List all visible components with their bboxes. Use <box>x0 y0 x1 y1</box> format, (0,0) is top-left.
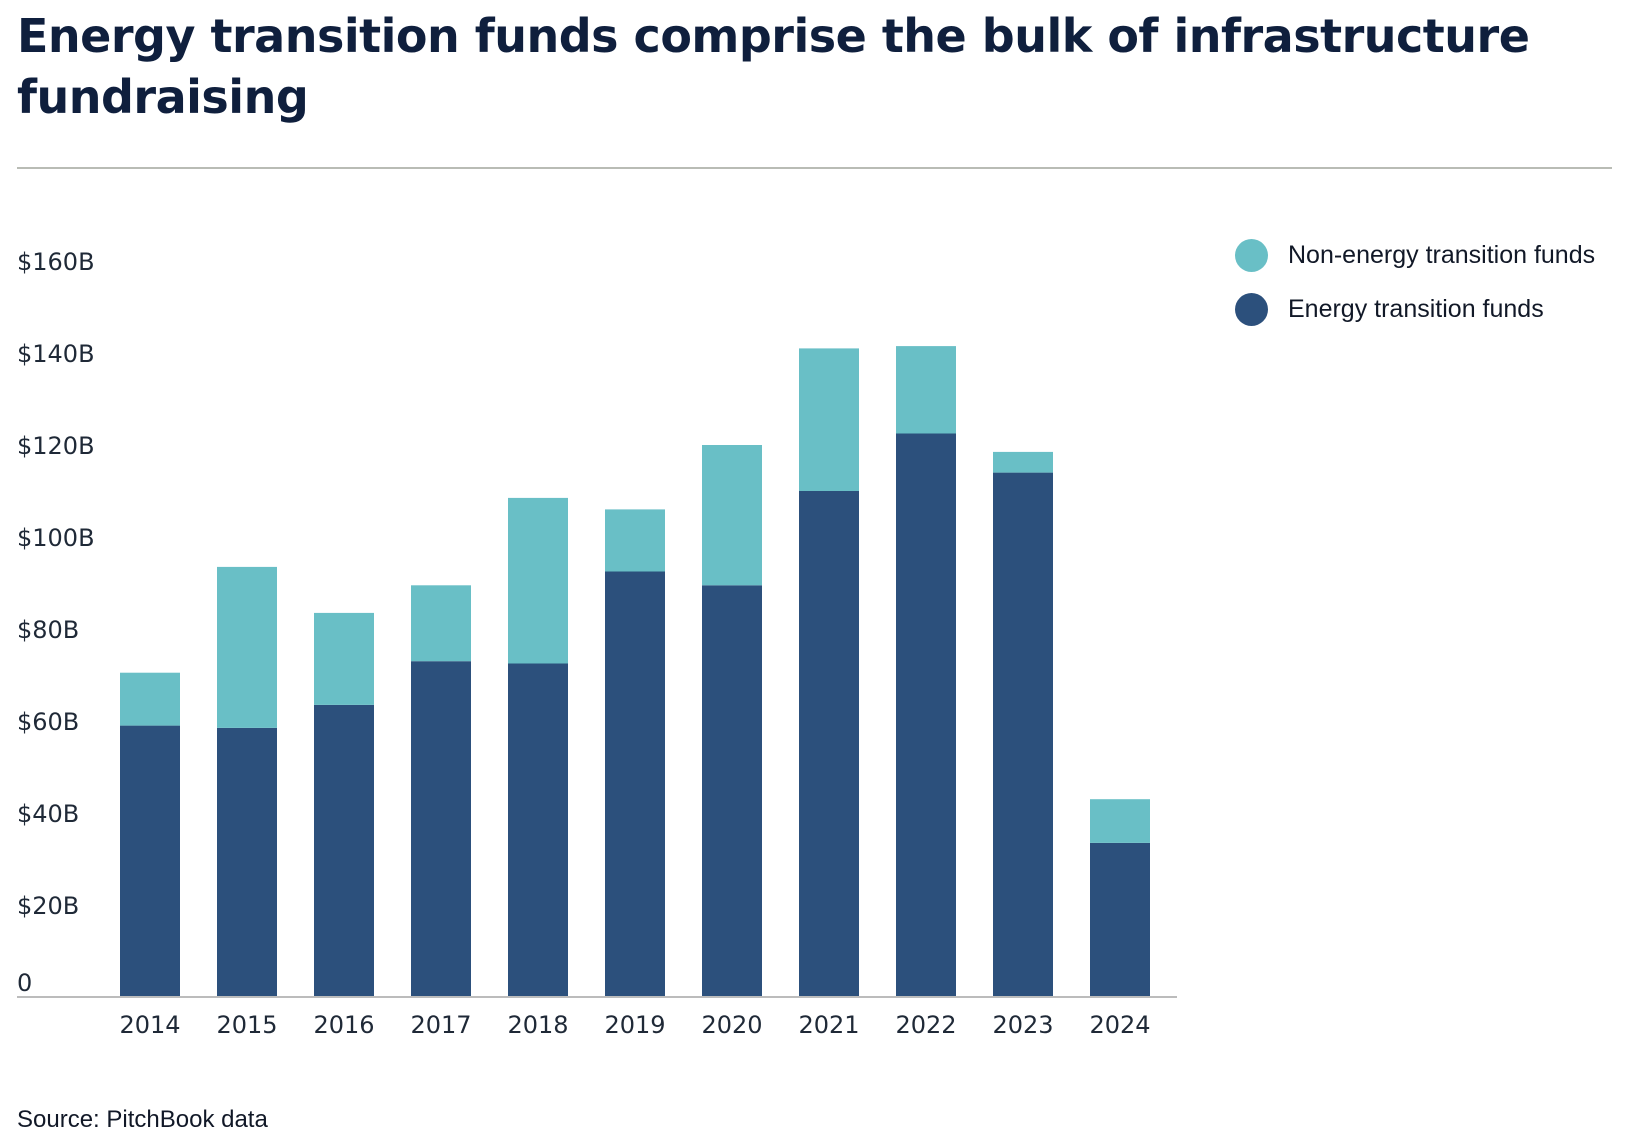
legend-swatch-energy <box>1235 292 1268 326</box>
bar-non-energy-2022[interactable] <box>896 346 956 434</box>
title-divider <box>17 167 1612 169</box>
x-tick-label: 2022 <box>895 1011 956 1039</box>
bar-energy-2015[interactable] <box>217 727 277 997</box>
y-tick-label: $20B <box>17 892 79 920</box>
x-tick-label: 2016 <box>313 1011 374 1039</box>
bar-energy-2019[interactable] <box>605 571 665 998</box>
x-tick-label: 2024 <box>1089 1011 1150 1039</box>
bar-energy-2018[interactable] <box>508 663 568 998</box>
x-tick-label: 2018 <box>507 1011 568 1039</box>
y-tick-label: $120B <box>17 432 95 460</box>
x-tick-label: 2019 <box>604 1011 665 1039</box>
y-tick-label: $100B <box>17 524 95 552</box>
legend-swatch-non-energy <box>1235 238 1268 272</box>
x-tick-label: 2014 <box>119 1011 180 1039</box>
source-note: Source: PitchBook data <box>17 1106 268 1133</box>
bar-non-energy-2018[interactable] <box>508 497 568 664</box>
x-tick-label: 2021 <box>798 1011 859 1039</box>
chart-title: Energy transition funds comprise the bul… <box>17 9 1530 124</box>
legend-item-energy[interactable]: Energy transition funds <box>1235 282 1595 336</box>
legend-label-energy: Energy transition funds <box>1288 294 1544 323</box>
bar-non-energy-2023[interactable] <box>993 451 1053 473</box>
legend-item-non-energy[interactable]: Non-energy transition funds <box>1235 228 1595 282</box>
y-tick-label: $160B <box>17 248 95 276</box>
legend-label-non-energy: Non-energy transition funds <box>1288 240 1596 269</box>
y-axis-tick-labels: 0 $20B $40B $60B $80B $100B $120B $140B $160B <box>17 248 95 997</box>
bar-non-energy-2016[interactable] <box>314 612 374 705</box>
bar-non-energy-2019[interactable] <box>605 509 665 572</box>
bar-chart: 0 $20B $40B $60B $80B $100B $120B $140B $160B 20… <box>17 248 1177 1039</box>
bar-non-energy-2015[interactable] <box>217 566 277 728</box>
y-tick-label: 0 <box>17 969 32 997</box>
bar-energy-2020[interactable] <box>702 585 762 997</box>
bar-energy-2022[interactable] <box>896 433 956 998</box>
bar-energy-2017[interactable] <box>411 661 471 997</box>
x-tick-label: 2023 <box>992 1011 1053 1039</box>
y-tick-label: $140B <box>17 340 95 368</box>
bar-non-energy-2024[interactable] <box>1090 799 1150 843</box>
bar-energy-2024[interactable] <box>1090 842 1150 997</box>
bar-non-energy-2021[interactable] <box>799 348 859 491</box>
legend: Non-energy transition funds Energy trans… <box>1235 228 1595 336</box>
bar-non-energy-2017[interactable] <box>411 585 471 662</box>
x-axis-tick-labels: 2014 2015 2016 2017 2018 2019 2020 2021 2022 2023… <box>119 1011 1150 1039</box>
bar-non-energy-2014[interactable] <box>120 672 180 726</box>
y-tick-label: $40B <box>17 800 79 828</box>
bar-non-energy-2020[interactable] <box>702 445 762 586</box>
bar-energy-2023[interactable] <box>993 472 1053 998</box>
y-tick-label: $80B <box>17 616 79 644</box>
bar-energy-2014[interactable] <box>120 725 180 997</box>
bar-energy-2016[interactable] <box>314 704 374 997</box>
x-tick-label: 2020 <box>701 1011 762 1039</box>
x-tick-label: 2015 <box>216 1011 277 1039</box>
bar-series <box>120 346 1150 998</box>
bar-energy-2021[interactable] <box>799 491 859 997</box>
y-tick-label: $60B <box>17 708 79 736</box>
x-tick-label: 2017 <box>410 1011 471 1039</box>
